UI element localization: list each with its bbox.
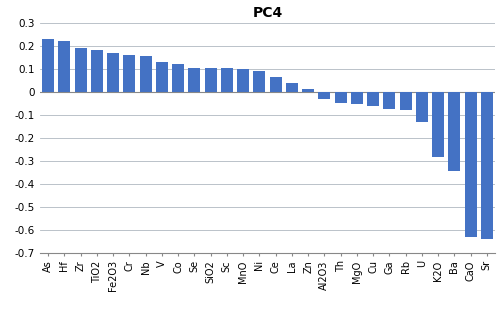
Bar <box>188 68 200 92</box>
Bar <box>318 92 330 98</box>
Bar <box>400 92 411 110</box>
Bar <box>302 89 314 92</box>
Bar <box>204 68 216 92</box>
Bar <box>416 92 428 122</box>
Bar <box>351 92 363 104</box>
Bar <box>384 92 396 109</box>
Bar <box>140 56 151 92</box>
Bar <box>237 69 249 92</box>
Bar <box>124 55 136 92</box>
Bar <box>221 68 233 92</box>
Bar <box>334 92 346 103</box>
Title: PC4: PC4 <box>252 6 282 20</box>
Bar <box>270 77 281 92</box>
Bar <box>286 83 298 92</box>
Bar <box>172 64 184 92</box>
Bar <box>58 41 70 92</box>
Bar <box>74 48 86 92</box>
Bar <box>107 52 119 92</box>
Bar <box>156 63 168 92</box>
Bar <box>91 50 103 92</box>
Bar <box>367 92 379 106</box>
Bar <box>448 92 460 171</box>
Bar <box>42 39 54 92</box>
Bar <box>481 92 493 239</box>
Bar <box>464 92 476 237</box>
Bar <box>432 92 444 157</box>
Bar <box>254 72 266 92</box>
